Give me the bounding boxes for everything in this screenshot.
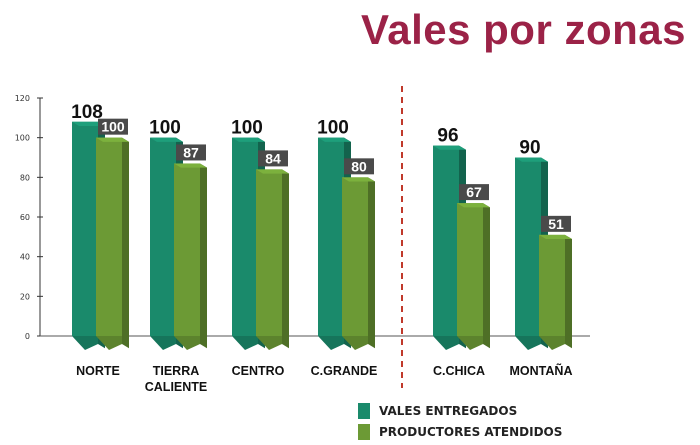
category-label: NORTE <box>76 364 120 378</box>
chart-legend: VALES ENTREGADOS PRODUCTORES ATENDIDOS <box>358 400 562 442</box>
bar-0-top <box>515 157 548 162</box>
category-label: MONTAÑA <box>510 363 573 378</box>
bar-0-front <box>150 137 176 336</box>
bar-0-top <box>232 137 265 142</box>
bar-1-side <box>282 169 289 349</box>
bar-0-front <box>232 137 258 336</box>
value-label-vales: 96 <box>437 126 458 147</box>
value-label-vales: 100 <box>149 118 181 139</box>
legend-item-vales: VALES ENTREGADOS <box>358 400 562 421</box>
bar-1-tip <box>457 336 483 350</box>
bar-0-tip <box>72 336 98 350</box>
bar-1-tip <box>96 336 122 350</box>
bar-1-front <box>96 137 122 336</box>
bar-0-top <box>72 121 105 126</box>
value-label-productores: 67 <box>466 184 482 200</box>
bar-0-front <box>72 121 98 336</box>
category-label: CENTRO <box>232 364 285 378</box>
value-label-productores: 100 <box>101 119 125 135</box>
value-label-productores: 51 <box>548 216 564 232</box>
value-label-vales: 90 <box>519 138 540 159</box>
value-label-productores: 87 <box>183 144 199 160</box>
bar-1-front <box>539 234 565 336</box>
bar-1-top <box>342 177 375 182</box>
bar-0-top <box>433 145 466 150</box>
bar-1-top <box>539 234 572 240</box>
bar-0-top <box>318 137 351 142</box>
bar-1-tip <box>539 336 565 350</box>
y-tick-label: 120 <box>15 94 30 103</box>
legend-swatch-productores <box>358 423 370 440</box>
bar-0-top <box>150 137 183 142</box>
bar-1-side <box>368 177 375 349</box>
bar-chart: 020406080100120108100NORTE10087TIERRACAL… <box>15 86 590 394</box>
category-label: CALIENTE <box>145 380 208 394</box>
legend-label-vales: VALES ENTREGADOS <box>379 403 518 418</box>
bar-1-side <box>200 163 207 349</box>
bar-0-front <box>318 137 344 336</box>
bar-1-tip <box>174 336 200 350</box>
y-tick-label: 0 <box>25 332 30 341</box>
legend-item-productores: PRODUCTORES ATENDIDOS <box>358 421 562 442</box>
bar-1-tip <box>342 336 368 350</box>
bar-0-tip <box>318 336 344 350</box>
bar-1-side <box>122 137 129 349</box>
y-tick-label: 40 <box>20 253 30 262</box>
value-label-vales: 108 <box>71 102 103 123</box>
legend-swatch-vales <box>358 402 370 419</box>
bar-1-side <box>483 203 490 349</box>
value-label-productores: 84 <box>265 150 281 166</box>
y-tick-label: 80 <box>20 173 30 182</box>
bar-1-front <box>457 203 483 336</box>
bar-0-front <box>515 157 541 336</box>
y-tick-label: 60 <box>20 213 30 222</box>
bar-1-front <box>342 177 368 336</box>
category-label: TIERRA <box>153 364 200 378</box>
value-box-productores <box>258 150 288 167</box>
y-tick-label: 20 <box>20 292 30 301</box>
value-box-productores <box>541 215 571 232</box>
value-box-productores <box>344 158 374 175</box>
bar-0-tip <box>433 336 459 350</box>
value-box-productores <box>98 118 128 135</box>
bar-0-tip <box>232 336 258 350</box>
value-box-productores <box>459 184 489 201</box>
bar-1-tip <box>256 336 282 350</box>
value-label-vales: 100 <box>231 118 263 139</box>
bar-1-top <box>174 163 207 168</box>
bar-1-side <box>565 234 572 349</box>
bar-1-front <box>256 169 282 336</box>
legend-label-productores: PRODUCTORES ATENDIDOS <box>379 424 563 439</box>
bar-0-front <box>433 145 459 336</box>
bar-1-top <box>256 169 289 174</box>
bar-1-top <box>96 137 129 142</box>
bar-0-tip <box>150 336 176 350</box>
value-label-productores: 80 <box>351 158 367 174</box>
bar-1-top <box>457 203 490 208</box>
y-tick-label: 100 <box>15 134 30 143</box>
category-label: C.CHICA <box>433 364 485 378</box>
value-label-vales: 100 <box>317 118 349 139</box>
value-box-productores <box>176 144 206 161</box>
chart-title: Vales por zonas <box>361 6 686 53</box>
bar-1-front <box>174 163 200 336</box>
bar-0-tip <box>515 336 541 350</box>
category-label: C.GRANDE <box>311 364 378 378</box>
